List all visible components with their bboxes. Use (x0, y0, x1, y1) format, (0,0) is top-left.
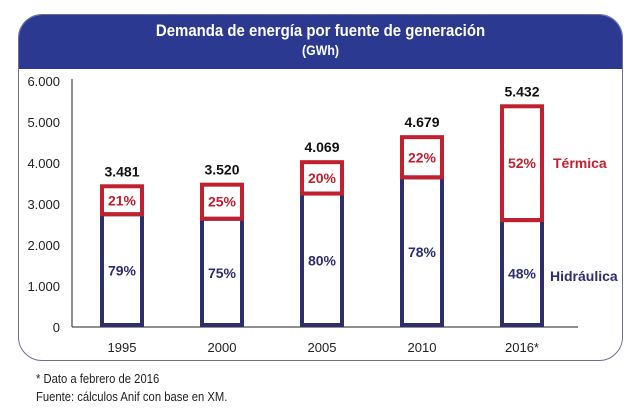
hidraulica-share-label: 80% (308, 252, 337, 268)
total-label: 4.069 (304, 139, 339, 155)
x-tick-label: 2005 (308, 340, 337, 355)
y-tick-label: 1.000 (27, 279, 60, 294)
termica-share-label: 52% (508, 155, 537, 171)
x-tick-label: 1995 (108, 340, 137, 355)
y-tick-label: 0 (53, 320, 60, 335)
y-tick-label: 5.000 (27, 115, 60, 130)
y-tick-label: 6.000 (27, 74, 60, 89)
hidraulica-share-label: 75% (208, 265, 237, 281)
termica-share-label: 21% (108, 192, 137, 208)
bar-termica (500, 104, 544, 223)
y-tick-label: 2.000 (27, 238, 60, 253)
total-label: 3.520 (204, 162, 239, 178)
chart-title: Demanda de energía por fuente de generac… (155, 21, 486, 40)
y-tick-label: 4.000 (27, 156, 60, 171)
bar-termica (100, 184, 144, 217)
chart-header: Demanda de energía por fuente de generac… (19, 15, 622, 69)
footnote: * Dato a febrero de 2016 (36, 372, 160, 386)
total-label: 4.679 (404, 114, 439, 130)
chart-subtitle: (GWh) (302, 42, 339, 58)
termica-share-label: 25% (208, 194, 237, 210)
total-label: 5.432 (504, 83, 539, 99)
total-label: 3.481 (104, 163, 139, 179)
hidraulica-share-label: 48% (508, 266, 537, 282)
hidraulica-share-label: 78% (408, 244, 437, 260)
x-tick-label: 2000 (208, 340, 237, 355)
legend-termica: Térmica (553, 155, 607, 171)
x-tick-label: 2016* (505, 340, 539, 355)
source-note: Fuente: cálculos Anif con base en XM. (36, 390, 228, 404)
bar-termica (200, 182, 244, 221)
termica-share-label: 20% (308, 170, 337, 186)
bar-termica (300, 160, 344, 196)
termica-share-label: 22% (408, 149, 437, 165)
bar-termica (400, 135, 444, 180)
y-tick-label: 3.000 (27, 197, 60, 212)
hidraulica-share-label: 79% (108, 263, 137, 279)
x-tick-label: 2010 (408, 340, 437, 355)
legend-hidraulica: Hidráulica (550, 268, 618, 284)
